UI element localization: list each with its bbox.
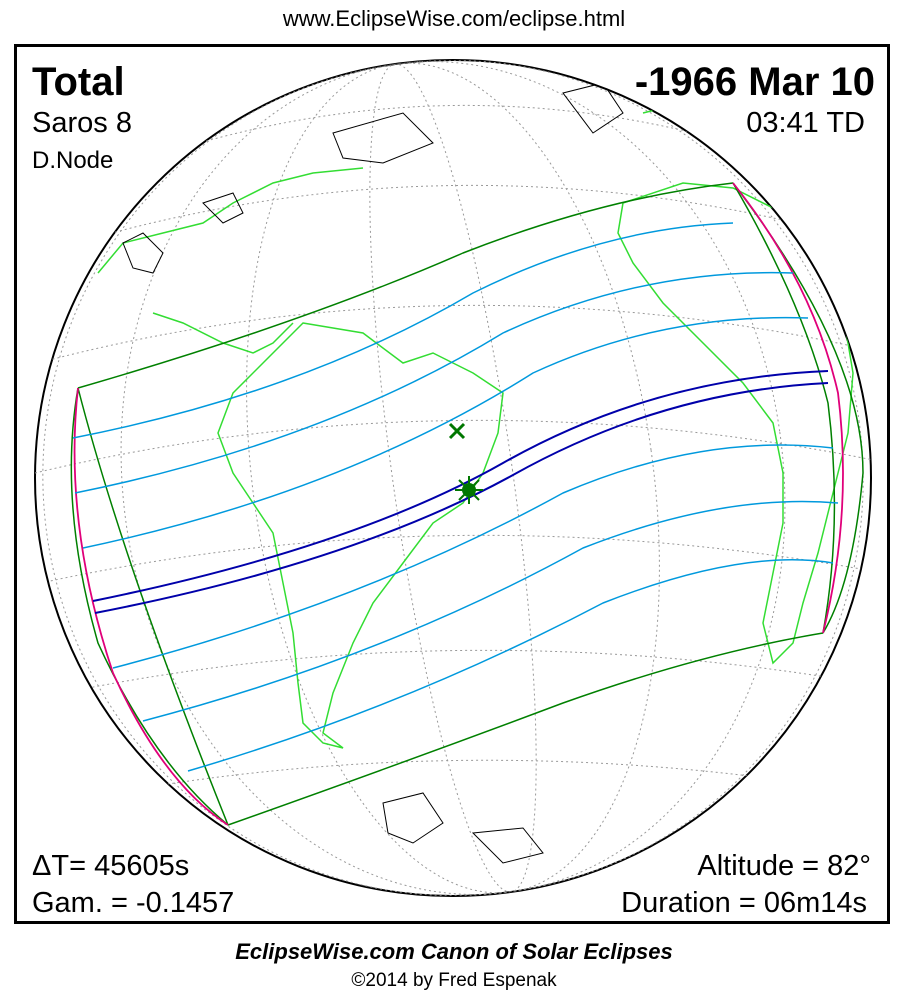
north-america-coast bbox=[97, 167, 364, 274]
gamma: Gam. = -0.1457 bbox=[32, 887, 235, 919]
eastern-set-curve-outer bbox=[732, 182, 864, 634]
eclipse-map-frame: Total -1966 Mar 10 Saros 8 03:41 TD D.No… bbox=[14, 44, 890, 924]
land-detail bbox=[122, 82, 624, 864]
eastern-rise-set-magenta bbox=[732, 182, 844, 634]
saros-number: Saros 8 bbox=[32, 107, 132, 139]
node-type: D.Node bbox=[32, 147, 114, 174]
footer-title: EclipseWise.com Canon of Solar Eclipses bbox=[235, 939, 673, 964]
altitude: Altitude = 82° bbox=[697, 850, 871, 882]
southern-limit-penumbra bbox=[227, 632, 824, 826]
totality-southern-limit bbox=[94, 382, 829, 614]
western-rise-curve-inner bbox=[77, 387, 229, 826]
western-rise-curve-green bbox=[70, 387, 229, 826]
western-rise-set-magenta bbox=[73, 387, 229, 826]
totality-northern-limit bbox=[92, 370, 829, 602]
globe-outline bbox=[34, 59, 872, 897]
eclipse-time: 03:41 TD bbox=[746, 107, 865, 139]
greatest-duration-marker bbox=[448, 422, 466, 440]
greatest-eclipse-marker bbox=[455, 476, 483, 504]
duration: Duration = 06m14s bbox=[621, 887, 867, 919]
footer-copyright: ©2014 by Fred Espenak bbox=[351, 970, 557, 991]
central-america-coast bbox=[152, 312, 294, 354]
globe-map bbox=[34, 59, 872, 897]
eclipse-type: Total bbox=[32, 60, 125, 104]
northern-limit-penumbra bbox=[77, 182, 734, 389]
partial-eclipse-lines bbox=[72, 222, 839, 772]
delta-t: ΔT= 45605s bbox=[32, 850, 190, 882]
site-url[interactable]: www.EclipseWise.com/eclipse.html bbox=[282, 6, 626, 31]
south-america-coast bbox=[217, 322, 504, 749]
eclipse-date: -1966 Mar 10 bbox=[634, 60, 875, 104]
